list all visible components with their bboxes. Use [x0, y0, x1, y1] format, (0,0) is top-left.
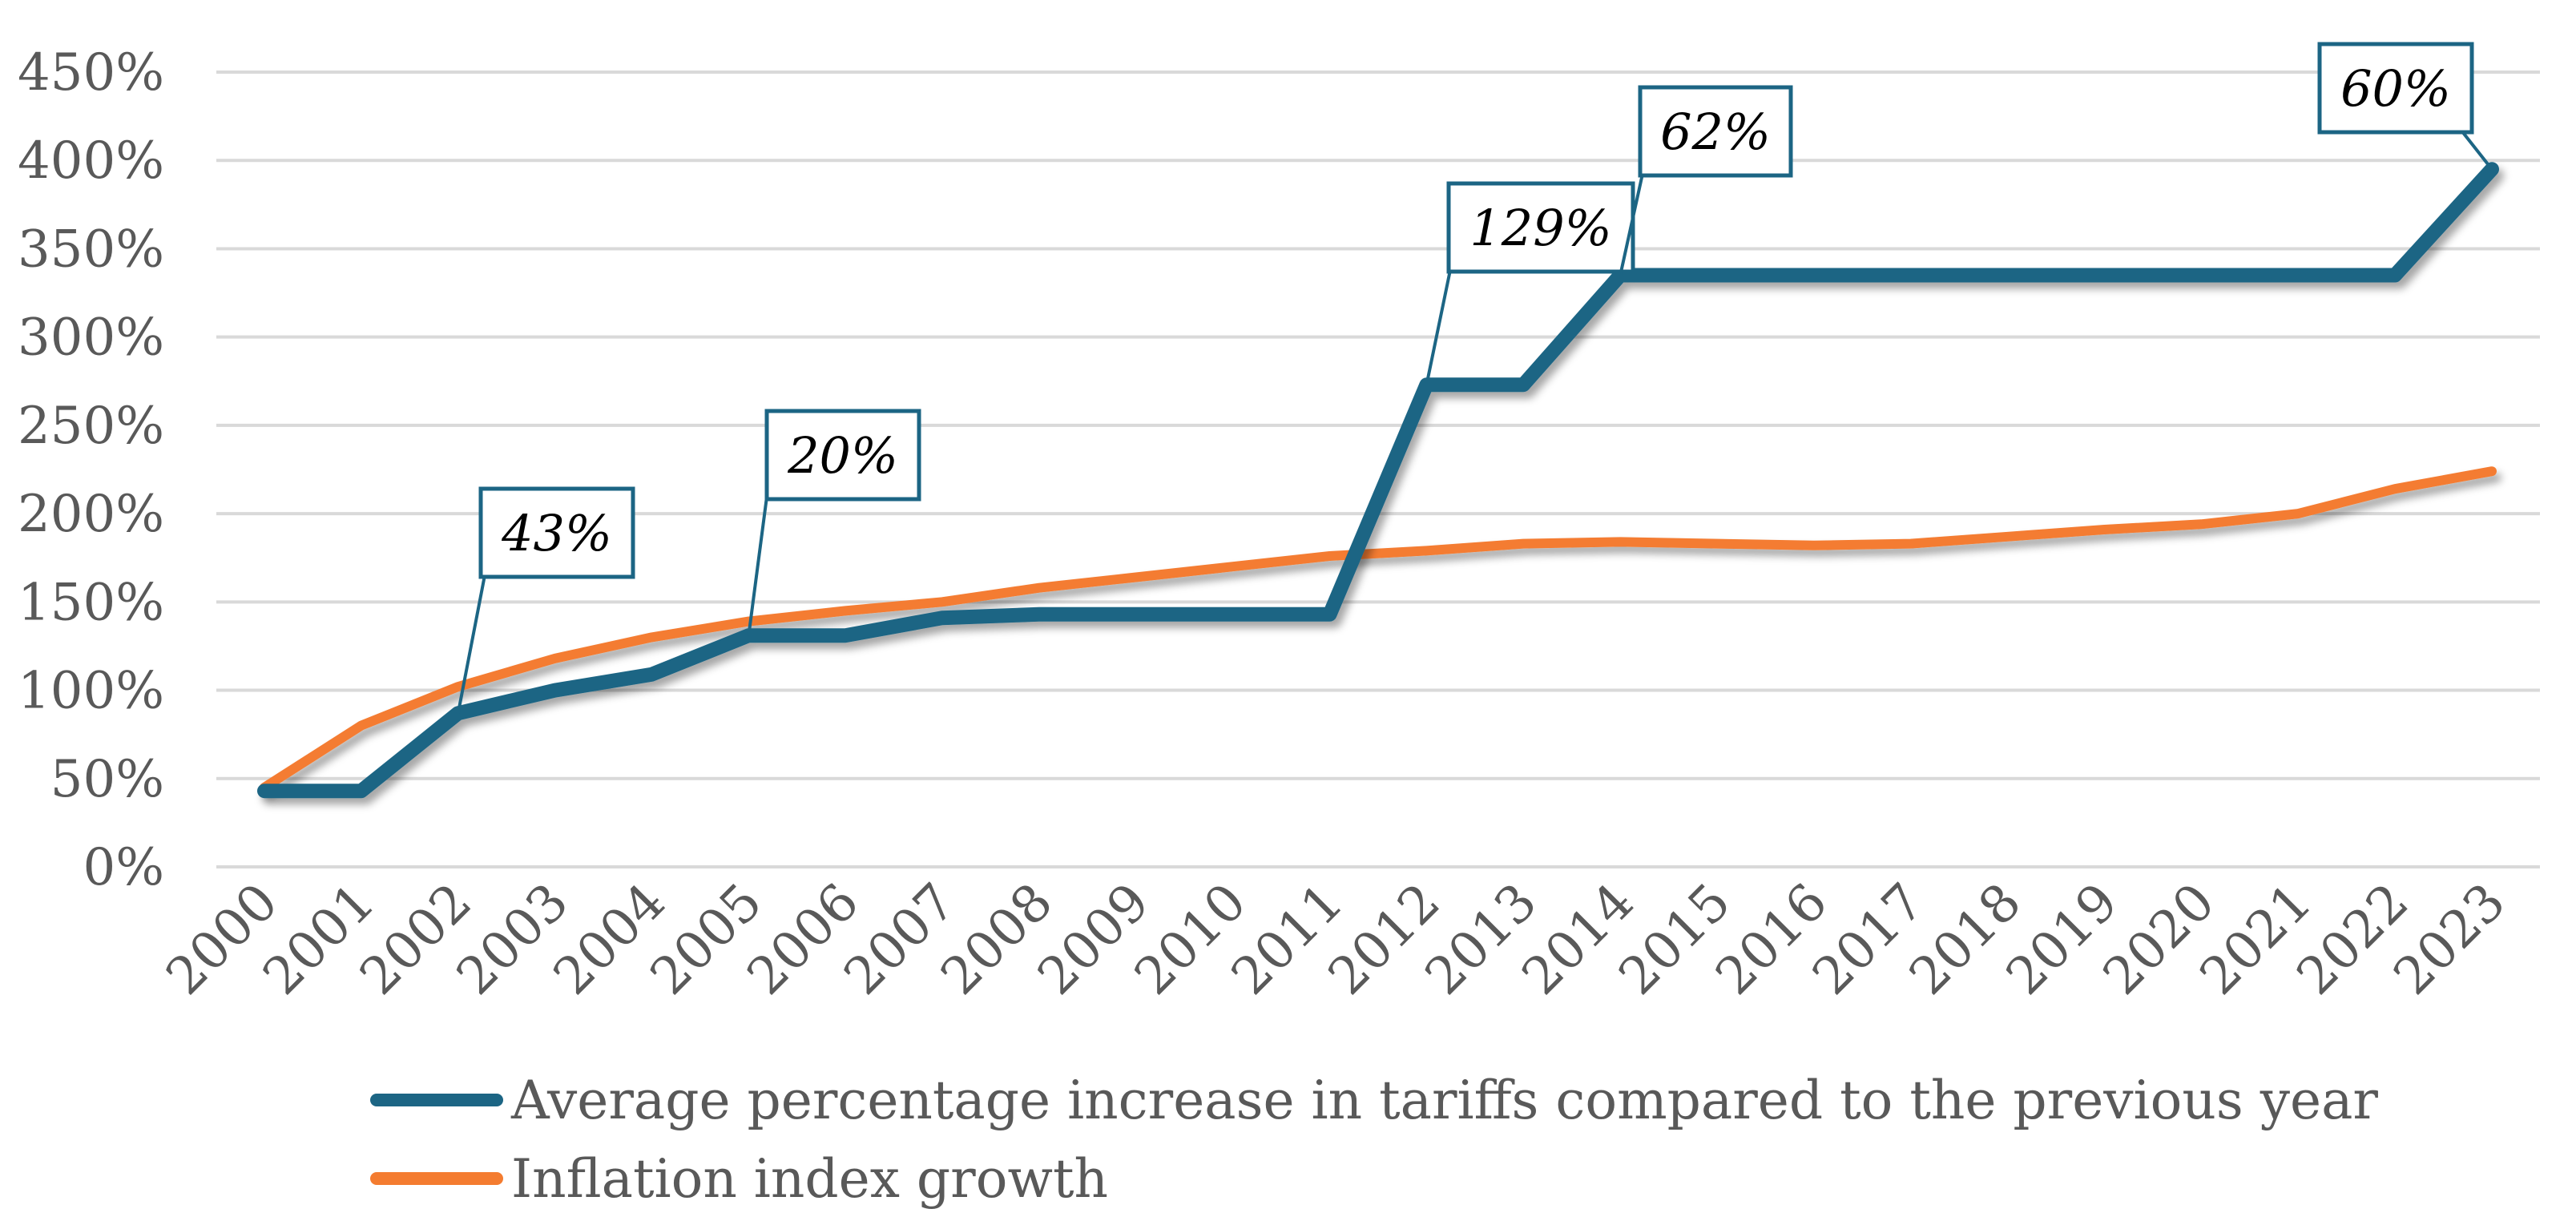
legend-label-tariffs: Average percentage increase in tariffs c… [510, 1070, 2378, 1131]
x-tick-label: 2000 [155, 872, 289, 1006]
x-axis-tick-labels: 2000200120022003200420052006200720082009… [155, 872, 2517, 1006]
callout-leader [747, 496, 768, 636]
x-tick-label: 2020 [2092, 872, 2226, 1006]
x-tick-label: 2014 [1511, 872, 1645, 1006]
callout-leader [456, 574, 486, 714]
legend-item-inflation[interactable]: Inflation index growth [370, 1148, 1108, 1210]
y-tick-label: 350% [18, 220, 164, 279]
x-tick-label: 2022 [2286, 872, 2420, 1006]
y-tick-label: 400% [18, 131, 164, 191]
x-tick-label: 2003 [445, 872, 579, 1006]
callout: 129% [1425, 181, 1635, 385]
x-tick-label: 2007 [833, 872, 967, 1006]
x-tick-label: 2019 [1995, 872, 2129, 1006]
gridlines [216, 71, 2540, 868]
x-tick-label: 2010 [1124, 872, 1258, 1006]
x-tick-label: 2005 [639, 872, 773, 1006]
x-tick-label: 2013 [1414, 872, 1548, 1006]
series-line-tariffs [257, 162, 2499, 799]
y-tick-label: 300% [18, 308, 164, 368]
y-tick-label: 50% [50, 750, 164, 809]
callout-box [478, 486, 635, 579]
x-tick-label: 2006 [736, 872, 870, 1006]
callouts: 43% 20% 129% 62% 60% [456, 42, 2493, 714]
series-lines [257, 162, 2499, 799]
callout: 43% [456, 486, 635, 714]
x-tick-label: 2011 [1220, 872, 1354, 1006]
y-axis-tick-labels: 0% 50% 100% 150% 200% 250% 300% 350% 400% 450% [18, 43, 164, 897]
x-tick-label: 2001 [252, 872, 386, 1006]
y-tick-label: 0% [83, 838, 164, 897]
x-tick-label: 2002 [349, 872, 483, 1006]
legend-label-inflation: Inflation index growth [511, 1148, 1108, 1210]
x-tick-label: 2023 [2383, 872, 2517, 1006]
legend-item-tariffs[interactable]: Average percentage increase in tariffs c… [370, 1070, 2378, 1131]
x-tick-label: 2009 [1027, 872, 1161, 1006]
y-tick-label: 450% [18, 43, 164, 103]
callout-box [1638, 85, 1793, 178]
callout-label: 20% [787, 426, 898, 485]
callout-box [2317, 42, 2474, 135]
series-line-inflation [260, 466, 2497, 792]
x-tick-label: 2015 [1608, 872, 1742, 1006]
y-tick-label: 100% [18, 662, 164, 721]
callout: 62% [1619, 85, 1793, 276]
x-tick-label: 2017 [1802, 872, 1936, 1006]
x-tick-label: 2018 [1898, 872, 2032, 1006]
callout-label: 43% [501, 504, 612, 562]
x-tick-label: 2008 [930, 872, 1064, 1006]
callout: 60% [2317, 42, 2493, 171]
callout-box [764, 409, 921, 502]
y-tick-label: 150% [18, 573, 164, 632]
callout-label: 129% [1469, 199, 1611, 257]
callout-leader [1425, 269, 1452, 385]
callout-leader [1619, 173, 1644, 276]
x-tick-label: 2021 [2189, 872, 2323, 1006]
y-tick-label: 200% [18, 485, 164, 544]
x-tick-label: 2012 [1317, 872, 1451, 1006]
callout-label: 62% [1660, 103, 1771, 161]
y-tick-label: 250% [18, 397, 164, 456]
legend: Average percentage increase in tariffs c… [370, 1070, 2378, 1210]
callout-leader [2460, 129, 2493, 171]
x-tick-label: 2004 [542, 872, 676, 1006]
callout-box [1446, 181, 1635, 274]
callout-label: 60% [2340, 59, 2451, 118]
x-tick-label: 2016 [1705, 872, 1839, 1006]
callout: 20% [747, 409, 921, 636]
